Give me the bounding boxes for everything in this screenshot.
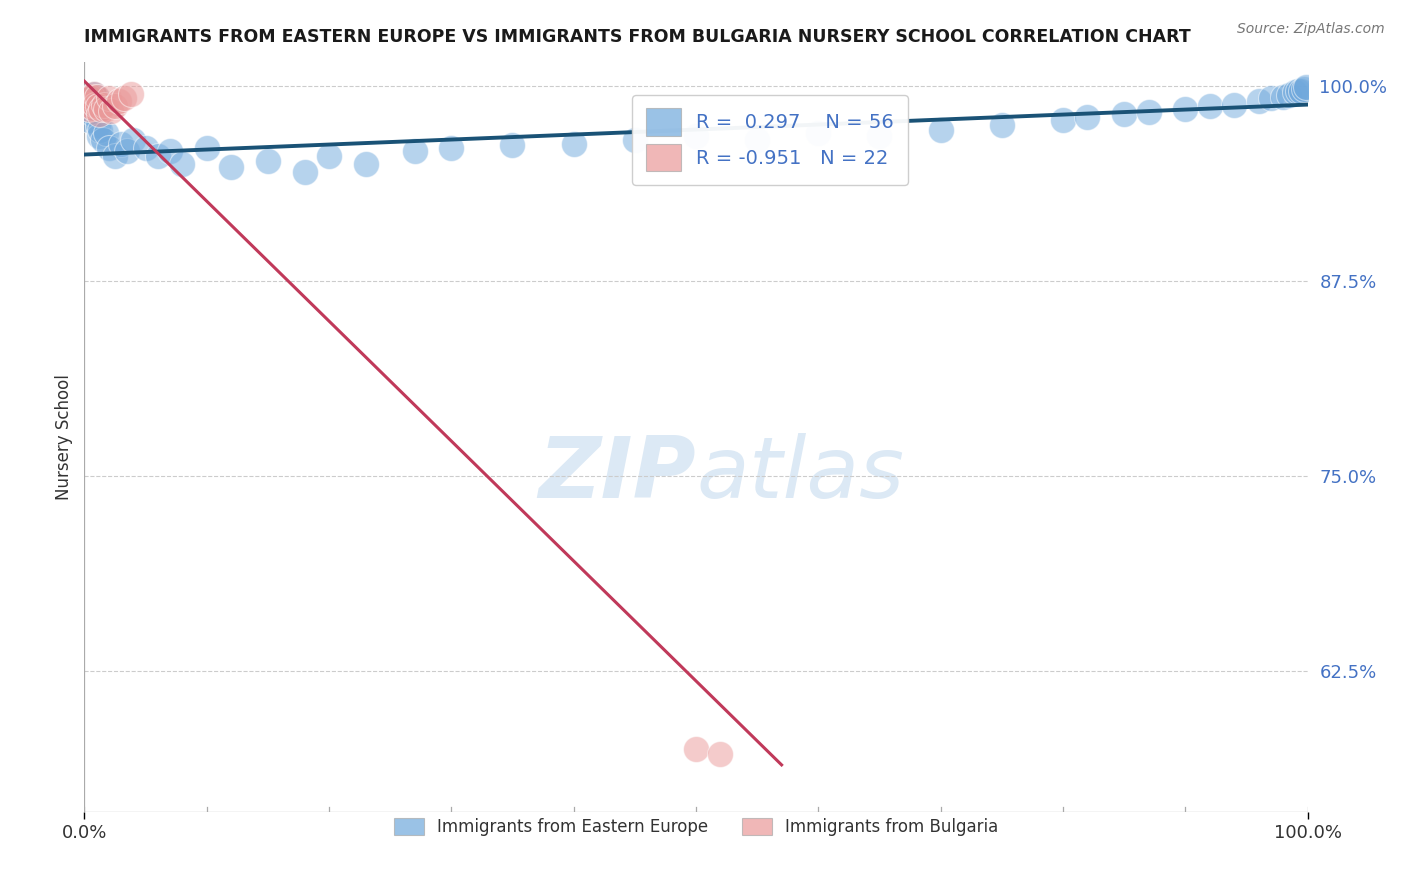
Point bbox=[82, 101, 104, 115]
Point bbox=[115, 145, 138, 159]
Point bbox=[1076, 110, 1098, 124]
Point bbox=[1137, 105, 1160, 120]
Point bbox=[294, 164, 316, 178]
Point bbox=[159, 145, 181, 159]
Point bbox=[195, 141, 218, 155]
Point bbox=[1260, 91, 1282, 105]
Point bbox=[1223, 97, 1246, 112]
Point bbox=[87, 128, 110, 143]
Point bbox=[76, 93, 98, 107]
Point bbox=[172, 157, 194, 171]
Point bbox=[1286, 83, 1309, 97]
Point bbox=[93, 97, 115, 112]
Point bbox=[110, 136, 132, 151]
Point bbox=[120, 87, 142, 101]
Point bbox=[77, 102, 100, 116]
Point bbox=[86, 89, 108, 103]
Text: IMMIGRANTS FROM EASTERN EUROPE VS IMMIGRANTS FROM BULGARIA NURSERY SCHOOL CORREL: IMMIGRANTS FROM EASTERN EUROPE VS IMMIGR… bbox=[84, 28, 1191, 45]
Point bbox=[1174, 102, 1197, 116]
Point bbox=[929, 122, 952, 136]
Point bbox=[96, 126, 118, 140]
Point bbox=[77, 102, 100, 116]
Point bbox=[122, 133, 145, 147]
Point bbox=[685, 742, 707, 756]
Text: atlas: atlas bbox=[696, 433, 904, 516]
Point bbox=[87, 99, 110, 113]
Point bbox=[83, 87, 105, 101]
Point bbox=[112, 91, 135, 105]
Point bbox=[80, 89, 103, 103]
Point bbox=[1295, 80, 1317, 95]
Point bbox=[84, 97, 107, 112]
Text: Source: ZipAtlas.com: Source: ZipAtlas.com bbox=[1237, 22, 1385, 37]
Point bbox=[257, 153, 280, 168]
Point bbox=[440, 141, 463, 155]
Point bbox=[79, 91, 101, 105]
Point bbox=[685, 128, 707, 143]
Point bbox=[709, 747, 731, 761]
Point bbox=[404, 145, 426, 159]
Point bbox=[502, 138, 524, 153]
Point bbox=[90, 102, 112, 116]
Point bbox=[1198, 99, 1220, 113]
Point bbox=[562, 136, 585, 151]
Point bbox=[77, 113, 100, 128]
Y-axis label: Nursery School: Nursery School bbox=[55, 374, 73, 500]
Point bbox=[624, 133, 647, 147]
Point bbox=[747, 133, 769, 147]
Legend: Immigrants from Eastern Europe, Immigrants from Bulgaria: Immigrants from Eastern Europe, Immigran… bbox=[385, 810, 1007, 845]
Point bbox=[83, 87, 105, 101]
Point bbox=[96, 102, 118, 116]
Point bbox=[84, 99, 107, 113]
Point bbox=[97, 141, 120, 155]
Point bbox=[87, 118, 110, 132]
Point bbox=[1272, 89, 1295, 103]
Point bbox=[91, 133, 114, 147]
Point bbox=[354, 157, 377, 171]
Point bbox=[80, 97, 103, 112]
Point bbox=[104, 99, 127, 113]
Point bbox=[1278, 88, 1301, 103]
Point bbox=[318, 149, 340, 163]
Point bbox=[1291, 83, 1313, 97]
Point bbox=[77, 97, 100, 112]
Point bbox=[1284, 85, 1306, 99]
Point bbox=[97, 91, 120, 105]
Point bbox=[107, 95, 129, 109]
Point bbox=[869, 128, 891, 143]
Point bbox=[86, 89, 108, 103]
Point bbox=[991, 118, 1014, 132]
Point bbox=[87, 107, 110, 121]
Point bbox=[79, 91, 101, 105]
Point bbox=[104, 149, 127, 163]
Text: ZIP: ZIP bbox=[538, 433, 696, 516]
Point bbox=[146, 149, 169, 163]
Point bbox=[89, 122, 111, 136]
Point bbox=[219, 160, 242, 174]
Point bbox=[807, 126, 830, 140]
Point bbox=[135, 141, 157, 155]
Point bbox=[1114, 107, 1136, 121]
Point bbox=[1052, 113, 1074, 128]
Point bbox=[1292, 82, 1315, 96]
Point bbox=[1247, 95, 1270, 109]
Point bbox=[76, 93, 98, 107]
Point bbox=[82, 107, 104, 121]
Point bbox=[100, 103, 122, 118]
